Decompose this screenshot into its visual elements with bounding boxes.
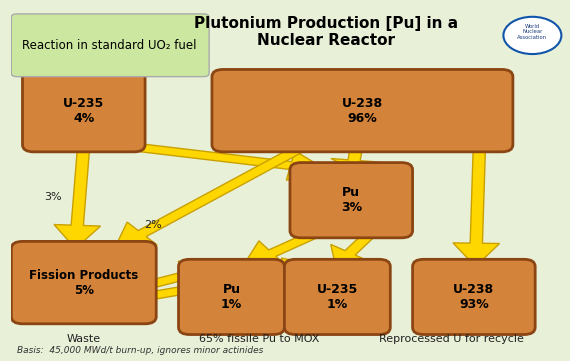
Text: Pu
3%: Pu 3% — [341, 186, 362, 214]
Text: Waste: Waste — [67, 334, 101, 344]
Text: U-235
4%: U-235 4% — [63, 97, 104, 125]
Text: Plutonium Production [Pu] in a
Nuclear Reactor: Plutonium Production [Pu] in a Nuclear R… — [194, 16, 458, 48]
Polygon shape — [331, 144, 377, 170]
Text: 2%: 2% — [145, 220, 162, 230]
Polygon shape — [120, 261, 221, 295]
FancyBboxPatch shape — [11, 14, 209, 77]
Polygon shape — [115, 142, 311, 249]
FancyBboxPatch shape — [413, 259, 535, 335]
Text: 65% fissile Pu to MOX: 65% fissile Pu to MOX — [199, 334, 320, 344]
FancyBboxPatch shape — [178, 259, 284, 335]
Polygon shape — [243, 227, 326, 266]
Circle shape — [503, 17, 561, 54]
Text: Basis:  45,000 MWd/t burn-up, ignores minor actinides: Basis: 45,000 MWd/t burn-up, ignores min… — [17, 346, 263, 355]
FancyBboxPatch shape — [284, 259, 390, 335]
Text: U-238
93%: U-238 93% — [453, 283, 494, 311]
Text: Reprocessed U for recycle: Reprocessed U for recycle — [379, 334, 524, 344]
Text: Fission Products
5%: Fission Products 5% — [29, 269, 139, 297]
Polygon shape — [453, 145, 499, 266]
Polygon shape — [132, 258, 322, 303]
Polygon shape — [331, 229, 378, 266]
Text: 3%: 3% — [44, 192, 62, 202]
Text: U-235
1%: U-235 1% — [317, 283, 358, 311]
FancyBboxPatch shape — [22, 69, 145, 152]
FancyBboxPatch shape — [290, 162, 413, 238]
Text: World
Nuclear
Association: World Nuclear Association — [518, 23, 547, 40]
Polygon shape — [54, 144, 100, 249]
Text: Reaction in standard UO₂ fuel: Reaction in standard UO₂ fuel — [22, 39, 196, 52]
FancyBboxPatch shape — [11, 242, 156, 324]
Polygon shape — [113, 141, 326, 180]
Text: U-238
96%: U-238 96% — [342, 97, 383, 125]
FancyBboxPatch shape — [212, 69, 513, 152]
Text: Pu
1%: Pu 1% — [221, 283, 242, 311]
